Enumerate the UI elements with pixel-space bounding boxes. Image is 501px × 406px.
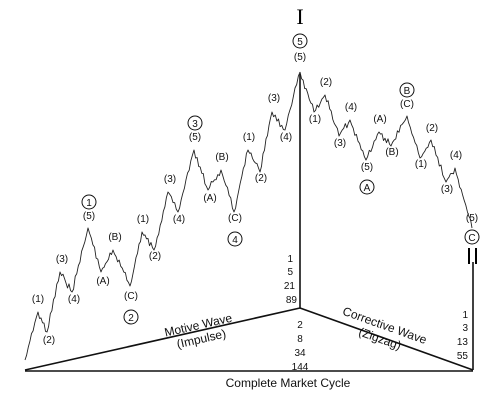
impulse-wave-line	[24, 71, 301, 361]
count-upper: 89	[286, 295, 298, 306]
motive-label: (2)	[43, 335, 55, 346]
motive-label: (2)	[255, 173, 267, 184]
count-lower: 34	[294, 348, 306, 359]
wave-C-circle-label: C	[468, 233, 475, 244]
peak-circle-label: 5	[297, 37, 303, 48]
count-lower: 144	[292, 362, 309, 373]
motive-diagonal	[24, 307, 301, 371]
wave-B-circle-label: B	[404, 86, 411, 97]
wave-2-circle-label: 2	[128, 313, 134, 324]
corrective-diagonal	[299, 307, 474, 371]
wave-3-circle	[187, 115, 203, 131]
motive-label: (4)	[173, 214, 185, 225]
motive-label: (2)	[149, 251, 161, 262]
wave-2-circle	[123, 309, 139, 325]
corrective-label: (1)	[309, 114, 321, 125]
motive-label: (3)	[56, 254, 68, 265]
corrective-label: (A)	[373, 114, 386, 125]
count-right: 55	[457, 351, 469, 362]
count-lower: 2	[297, 320, 303, 331]
motive-label: (C)	[228, 213, 242, 224]
motive-label: (4)	[68, 294, 80, 305]
wave-A-circle-label: A	[364, 183, 371, 194]
cycle-top-marker: I	[296, 4, 303, 29]
count-right: 3	[462, 323, 468, 334]
wave-3-circle-label: 3	[192, 119, 198, 130]
corrective-label: (1)	[415, 159, 427, 170]
wave-1-circle-label: 1	[86, 198, 92, 209]
corrective-label: (2)	[320, 77, 332, 88]
motive-label: (4)	[280, 132, 292, 143]
motive-label: (3)	[164, 174, 176, 185]
corrective-label: (5)	[361, 162, 373, 173]
motive-label: (C)	[124, 291, 138, 302]
motive-label: (1)	[137, 214, 149, 225]
wave-A-circle	[359, 179, 375, 195]
corrective-label: (3)	[334, 138, 346, 149]
motive-label: (A)	[96, 276, 109, 287]
wave-B-circle	[399, 82, 415, 98]
count-lower: 8	[297, 334, 303, 345]
motive-label: (3)	[268, 93, 280, 104]
count-upper: 1	[287, 254, 293, 265]
count-right: 1	[462, 310, 468, 321]
corrective-label: (2)	[426, 123, 438, 134]
motive-label: (1)	[243, 132, 255, 143]
wave-1-circle	[81, 194, 97, 210]
count-upper: 5	[287, 267, 293, 278]
corrective-label: (B)	[385, 147, 398, 158]
motive-label: (5)	[83, 211, 95, 222]
motive-label: (A)	[203, 193, 216, 204]
peak-paren-label: (5)	[294, 52, 306, 63]
corrective-label: (5)	[466, 213, 478, 224]
peak-circle	[292, 33, 308, 49]
motive-label: (B)	[108, 232, 121, 243]
corrective-label: (4)	[450, 150, 462, 161]
corrective-label: (3)	[441, 184, 453, 195]
corrective-label: (C)	[400, 99, 414, 110]
count-right: 13	[457, 337, 469, 348]
motive-label: (1)	[32, 294, 44, 305]
wave-C-circle	[464, 229, 480, 245]
motive-label: (B)	[215, 152, 228, 163]
wave-4-circle	[227, 231, 243, 247]
corrective-label: (4)	[345, 102, 357, 113]
motive-label: (5)	[189, 132, 201, 143]
wave-4-circle-label: 4	[232, 235, 238, 246]
complete-market-cycle-label: Complete Market Cycle	[226, 376, 351, 390]
corrective-wave-line	[299, 71, 473, 229]
count-upper: 21	[284, 281, 296, 292]
